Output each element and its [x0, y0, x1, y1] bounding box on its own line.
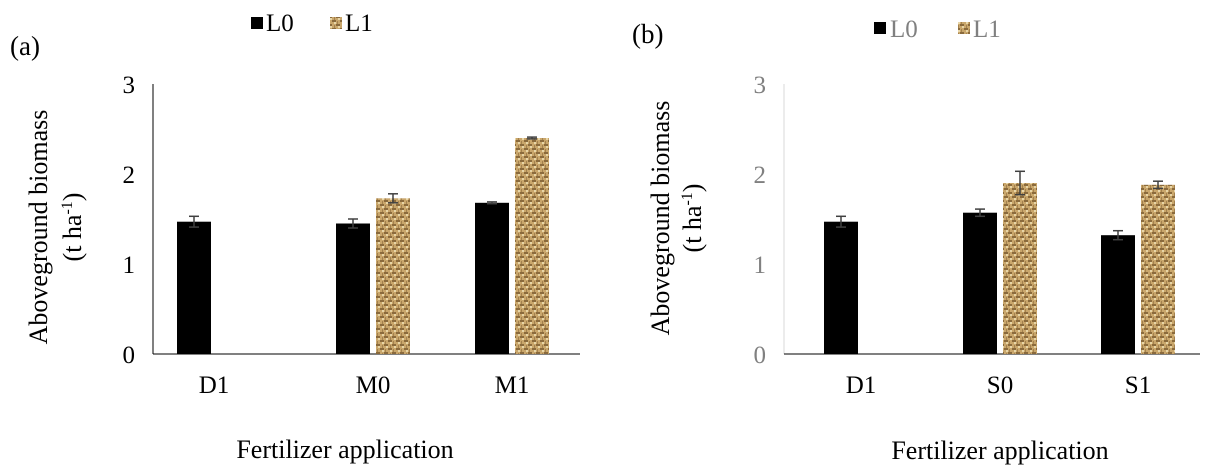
- y-axis-title-line2-prefix-b: (t ha: [678, 205, 707, 252]
- error-bar-l1-m1-a: [527, 136, 537, 140]
- y-axis-title-line2-b: (t ha-1): [678, 184, 707, 253]
- y-axis-title-line2-prefix-a: (t ha: [58, 214, 87, 261]
- bar-l1-s1-b: [1141, 184, 1175, 354]
- legend-swatch-l1-a: [330, 17, 342, 29]
- bar-l1-s0-b: [1003, 183, 1037, 354]
- panel-a: (a) L0 L1 Aboveground biomass (t ha-1) 0…: [10, 10, 580, 464]
- y-axis-title-line2-suffix-b: ): [678, 184, 707, 193]
- error-bar-l0-s1-b: [1113, 229, 1123, 241]
- bar-l1-m0-a: [376, 198, 410, 354]
- x-tick-label-a-2: M1: [495, 372, 530, 399]
- y-tick-label-a-2: 2: [123, 162, 136, 189]
- error-bar-l0-m1-a: [487, 201, 497, 205]
- error-bar-l0-d1-a: [189, 215, 199, 228]
- y-axis-title-line2-suffix-a: ): [58, 193, 87, 202]
- error-bar-l0-m0-a: [348, 218, 358, 229]
- x-tick-label-a-0: D1: [199, 372, 230, 399]
- x-tick-label-b-2: S1: [1125, 372, 1151, 399]
- bar-l1-m1-a: [515, 138, 549, 354]
- bar-l0-m1-a: [475, 202, 509, 354]
- y-tick-label-a-1: 1: [123, 252, 136, 279]
- panel-label-b: (b): [632, 19, 663, 49]
- error-bar-l0-s0-b: [975, 208, 985, 218]
- error-bar-l0-d1-b: [836, 215, 846, 228]
- bar-l0-s0-b: [963, 212, 997, 354]
- legend-swatch-l0-a: [251, 17, 263, 29]
- y-tick-label-b-2: 2: [754, 162, 767, 189]
- legend-swatch-l1-b: [958, 22, 970, 34]
- x-tick-label-b-0: D1: [846, 372, 877, 399]
- legend-label-l1-a: L1: [345, 10, 373, 37]
- y-axis-title-line1-b: Aboveground biomass: [646, 101, 675, 336]
- error-bar-l1-s0-b: [1015, 170, 1025, 196]
- y-tick-label-a-3: 3: [123, 72, 136, 99]
- bar-l0-s1-b: [1101, 235, 1135, 354]
- x-axis-title-a: Fertilizer application: [236, 435, 453, 464]
- error-bar-l1-m0-a: [388, 193, 398, 204]
- y-tick-label-b-3: 3: [754, 72, 767, 99]
- legend-label-l0-b: L0: [890, 16, 918, 43]
- plot-area-b: [824, 170, 1175, 354]
- legend-b: L0 L1: [874, 16, 1001, 43]
- panel-b: (b) L0 L1 Aboveground biomass (t ha-1) 0…: [632, 16, 1200, 465]
- bar-l0-d1-a: [177, 221, 211, 354]
- legend-label-l0-a: L0: [266, 10, 294, 37]
- y-axis-title-line2-sup-a: -1: [59, 201, 76, 214]
- legend-a: L0 L1: [251, 10, 373, 37]
- y-axis-title-line1-a: Aboveground biomass: [24, 110, 53, 345]
- legend-label-l1-b: L1: [973, 16, 1001, 43]
- panel-label-a: (a): [10, 31, 40, 61]
- y-axis-title-line2-sup-b: -1: [679, 192, 696, 205]
- x-tick-label-a-1: M0: [356, 372, 391, 399]
- y-tick-label-a-0: 0: [123, 342, 136, 369]
- plot-area-a: [177, 136, 549, 354]
- error-bar-l1-s1-b: [1153, 180, 1163, 190]
- x-tick-label-b-1: S0: [987, 372, 1013, 399]
- y-tick-label-b-1: 1: [754, 252, 767, 279]
- bar-l0-d1-b: [824, 221, 858, 354]
- bar-l0-m0-a: [336, 223, 370, 354]
- y-tick-label-b-0: 0: [754, 342, 767, 369]
- x-axis-title-b: Fertilizer application: [891, 436, 1108, 465]
- y-axis-title-line2-a: (t ha-1): [58, 193, 87, 262]
- legend-swatch-l0-b: [874, 22, 886, 34]
